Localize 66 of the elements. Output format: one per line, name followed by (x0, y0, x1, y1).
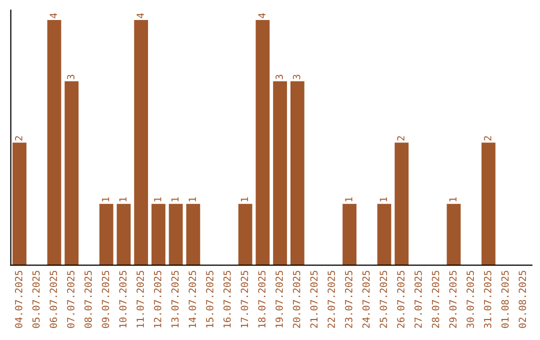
bar (168, 204, 183, 266)
data-label: 4 (258, 13, 266, 18)
data-label: 3 (67, 74, 74, 80)
bar (99, 204, 114, 266)
data-label: 4 (50, 13, 57, 18)
x-tick-label: 26.07.2025 (397, 270, 404, 328)
bar (342, 204, 356, 266)
bar (238, 204, 252, 266)
bar (151, 204, 166, 266)
x-tick-label: 08.07.2025 (84, 270, 92, 328)
bar (64, 81, 79, 266)
x-tick-label: 02.08.2025 (518, 270, 526, 328)
x-tick-label: 20.07.2025 (292, 270, 300, 328)
x-tick-label: 14.07.2025 (188, 270, 196, 328)
x-tick-label: 07.07.2025 (67, 270, 74, 328)
x-tick-label: 24.07.2025 (362, 270, 370, 328)
data-label: 1 (345, 197, 352, 202)
data-label: 1 (240, 197, 248, 202)
bar (12, 142, 26, 266)
data-label: 1 (102, 197, 110, 202)
x-tick-label: 31.07.2025 (484, 270, 492, 328)
x-tick-label: 12.07.2025 (154, 270, 162, 328)
data-label: 2 (484, 136, 492, 140)
data-label: 1 (171, 197, 179, 202)
data-label: 2 (14, 136, 22, 140)
bar (186, 204, 200, 266)
data-label: 1 (449, 197, 456, 202)
x-tick-label: 15.07.2025 (206, 270, 214, 328)
x-tick-label: 29.07.2025 (449, 270, 457, 328)
x-tick-label: 10.07.2025 (119, 270, 127, 328)
bar (446, 204, 461, 266)
data-label: 4 (136, 13, 144, 18)
x-tick-label: 22.07.2025 (328, 270, 335, 328)
data-label: 3 (292, 74, 300, 80)
bar (482, 142, 496, 266)
bar (47, 20, 62, 266)
x-tick-label: 09.07.2025 (102, 270, 110, 328)
x-tick-label: 19.07.2025 (276, 270, 283, 328)
bar (290, 81, 304, 266)
x-tick-label: 13.07.2025 (171, 270, 179, 328)
bar (116, 204, 131, 266)
bar (256, 20, 270, 266)
bar (394, 142, 409, 266)
x-tick-label: 18.07.2025 (258, 270, 266, 328)
x-tick-label: 23.07.2025 (345, 270, 352, 328)
data-label: 1 (119, 197, 126, 202)
x-tick-label: 05.07.2025 (32, 270, 40, 328)
data-label: 2 (397, 136, 404, 140)
x-tick-label: 17.07.2025 (240, 270, 248, 328)
x-tick-label: 30.07.2025 (466, 270, 474, 328)
x-tick-label: 01.08.2025 (501, 270, 509, 328)
x-tick-label: 25.07.2025 (380, 270, 388, 328)
data-label: 1 (380, 197, 387, 202)
x-tick-label: 28.07.2025 (432, 270, 440, 328)
x-tick-label: 06.07.2025 (50, 270, 58, 328)
data-label: 3 (276, 74, 283, 80)
x-tick-label: 21.07.2025 (310, 270, 318, 328)
bar (377, 204, 392, 266)
x-tick-label: 27.07.2025 (414, 270, 422, 328)
x-tick-label: 11.07.2025 (136, 270, 144, 328)
x-tick-label: 04.07.2025 (14, 270, 22, 328)
bar (273, 81, 287, 266)
data-label: 1 (154, 197, 162, 202)
x-tick-label: 16.07.2025 (223, 270, 231, 328)
data-label: 1 (188, 197, 196, 202)
bar (134, 20, 148, 266)
